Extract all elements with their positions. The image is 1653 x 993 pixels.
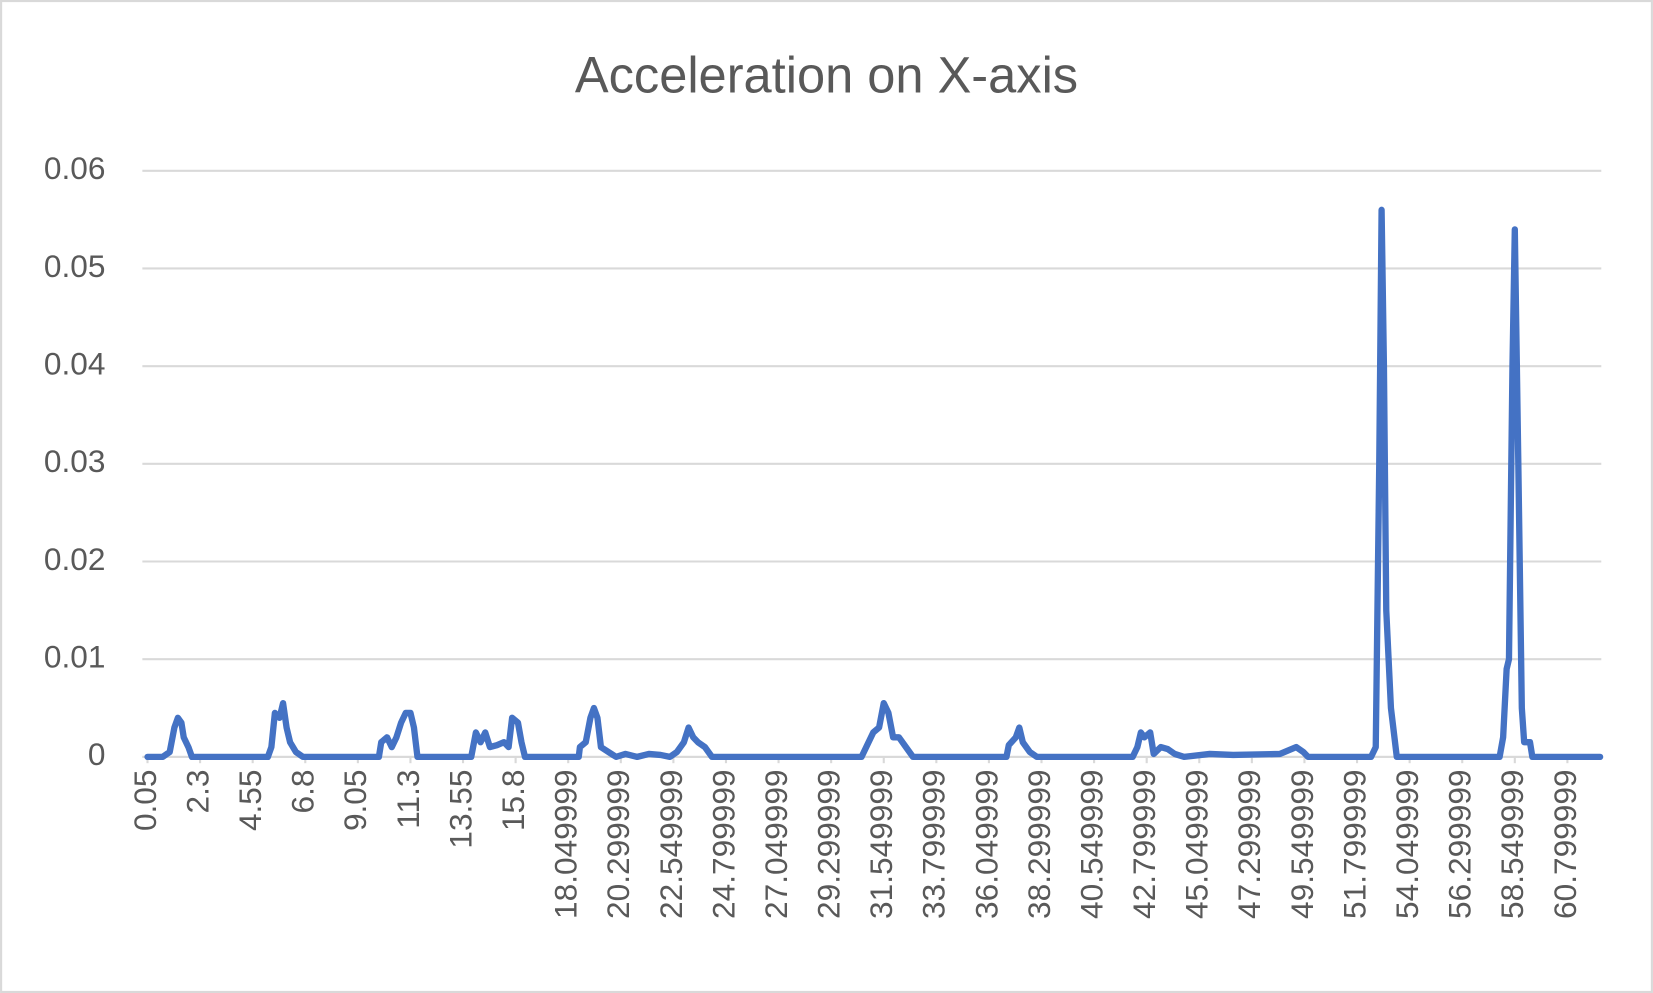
x-tick-label: 4.55 bbox=[232, 770, 268, 832]
y-tick-label: 0.02 bbox=[44, 541, 106, 577]
x-tick-label: 2.3 bbox=[179, 770, 215, 814]
y-tick-label: 0.03 bbox=[44, 443, 106, 479]
x-tick-label: 24.799999 bbox=[705, 770, 741, 919]
x-tick-label: 45.049999 bbox=[1179, 770, 1215, 919]
x-tick-label: 33.799999 bbox=[916, 770, 952, 919]
x-tick-label: 9.05 bbox=[337, 770, 373, 832]
x-tick-label: 36.049999 bbox=[968, 770, 1004, 919]
x-tick-label: 13.55 bbox=[442, 770, 478, 849]
x-tick-label: 38.299999 bbox=[1021, 770, 1057, 919]
x-tick-label: 27.049999 bbox=[758, 770, 794, 919]
x-tick-label: 18.049999 bbox=[548, 770, 584, 919]
x-tick-label: 47.299999 bbox=[1231, 770, 1267, 919]
x-tick-label: 0.05 bbox=[127, 770, 163, 832]
x-tick-label: 11.3 bbox=[390, 770, 426, 829]
x-tick-label: 56.299999 bbox=[1442, 770, 1478, 919]
x-tick-label: 60.799999 bbox=[1547, 770, 1583, 919]
chart-title: Acceleration on X-axis bbox=[575, 46, 1078, 103]
x-tick-label: 58.549999 bbox=[1494, 770, 1530, 919]
y-tick-label: 0 bbox=[88, 736, 106, 772]
x-tick-label: 54.049999 bbox=[1389, 770, 1425, 919]
x-tick-label: 15.8 bbox=[495, 770, 531, 832]
x-tick-label: 20.299999 bbox=[600, 770, 636, 919]
x-tick-label: 22.549999 bbox=[653, 770, 689, 919]
x-tick-label: 49.549999 bbox=[1284, 770, 1320, 919]
x-tick-label: 31.549999 bbox=[863, 770, 899, 919]
x-tick-label: 42.799999 bbox=[1126, 770, 1162, 919]
y-tick-label: 0.05 bbox=[44, 248, 106, 284]
y-tick-label: 0.01 bbox=[44, 639, 106, 675]
data-line bbox=[144, 206, 1604, 761]
y-tick-label: 0.06 bbox=[44, 150, 106, 186]
x-tick-label: 51.799999 bbox=[1336, 770, 1372, 919]
x-tick-label: 29.299999 bbox=[811, 770, 847, 919]
y-tick-label: 0.04 bbox=[44, 345, 106, 381]
x-tick-label: 40.549999 bbox=[1073, 770, 1109, 919]
x-tick-label: 6.8 bbox=[285, 770, 321, 814]
